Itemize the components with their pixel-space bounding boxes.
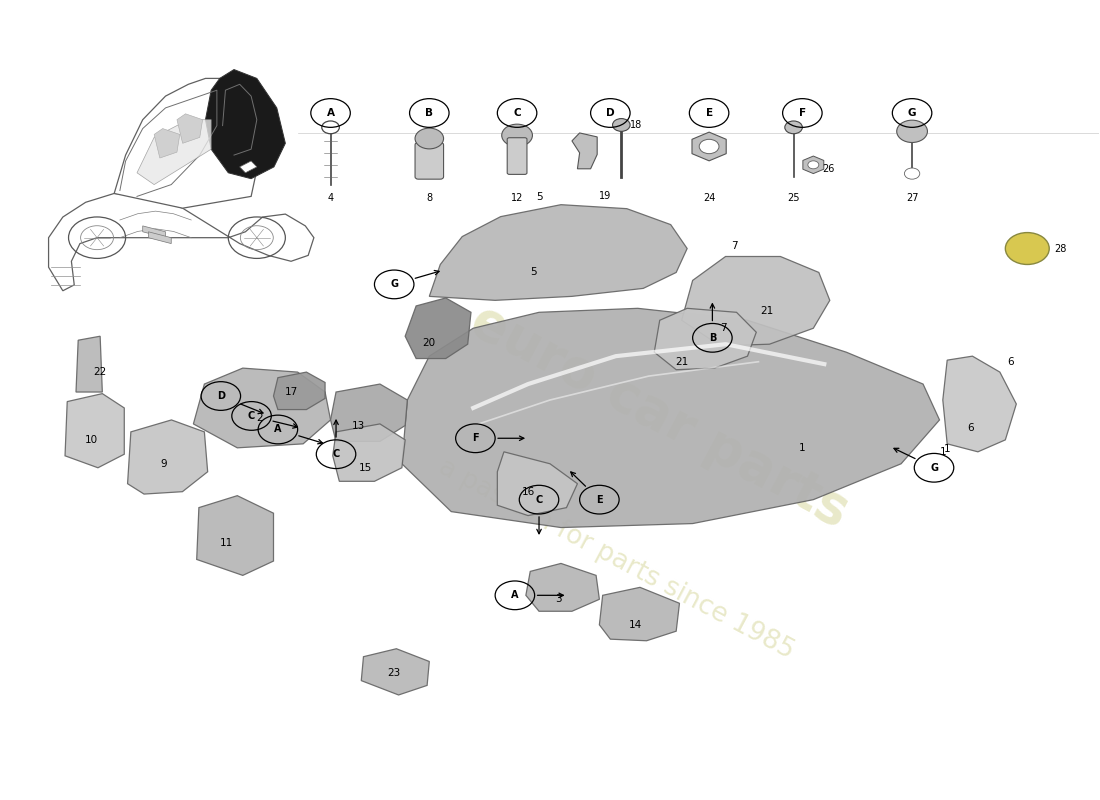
Text: B: B	[426, 108, 433, 118]
Polygon shape	[240, 161, 256, 173]
Polygon shape	[654, 308, 757, 370]
Text: 1: 1	[799, 443, 805, 453]
Text: 4: 4	[328, 193, 333, 202]
Text: A: A	[512, 590, 518, 600]
Text: 3: 3	[556, 594, 562, 604]
Circle shape	[784, 121, 802, 134]
Polygon shape	[331, 384, 407, 442]
Polygon shape	[332, 424, 405, 482]
Text: F: F	[472, 434, 478, 443]
Text: 12: 12	[510, 193, 524, 202]
Text: 6: 6	[967, 423, 974, 433]
Text: 25: 25	[788, 193, 800, 202]
FancyBboxPatch shape	[507, 138, 527, 174]
Text: 9: 9	[161, 458, 167, 469]
Text: G: G	[390, 279, 398, 290]
Text: a passion for parts since 1985: a passion for parts since 1985	[433, 454, 798, 665]
Circle shape	[807, 161, 818, 169]
Text: 22: 22	[94, 367, 107, 377]
Polygon shape	[197, 496, 274, 575]
Polygon shape	[114, 78, 263, 208]
Text: 1: 1	[944, 445, 950, 454]
Text: C: C	[536, 494, 542, 505]
Text: G: G	[930, 462, 938, 473]
Text: 20: 20	[422, 338, 436, 347]
Text: 18: 18	[630, 120, 642, 130]
Circle shape	[896, 120, 927, 142]
Polygon shape	[497, 452, 578, 515]
Text: 27: 27	[905, 193, 918, 202]
Text: A: A	[274, 425, 282, 434]
Polygon shape	[429, 205, 688, 300]
Polygon shape	[943, 356, 1016, 452]
Polygon shape	[148, 232, 172, 243]
Text: 24: 24	[703, 193, 715, 202]
Circle shape	[502, 124, 532, 146]
Polygon shape	[274, 372, 326, 410]
Polygon shape	[206, 70, 285, 178]
Text: 5: 5	[530, 267, 537, 278]
Text: B: B	[708, 333, 716, 343]
Polygon shape	[600, 587, 680, 641]
Polygon shape	[402, 308, 939, 527]
Text: 15: 15	[359, 462, 372, 473]
Text: euro car parts: euro car parts	[462, 294, 858, 538]
Text: G: G	[908, 108, 916, 118]
Circle shape	[415, 128, 443, 149]
Polygon shape	[682, 257, 829, 346]
Polygon shape	[405, 298, 471, 358]
Polygon shape	[572, 133, 597, 169]
Text: C: C	[248, 411, 255, 421]
Text: 21: 21	[675, 357, 689, 366]
Text: C: C	[514, 108, 521, 118]
Polygon shape	[803, 156, 824, 174]
Text: 5: 5	[536, 192, 542, 202]
Polygon shape	[76, 336, 102, 392]
Polygon shape	[177, 114, 202, 143]
Circle shape	[904, 168, 920, 179]
Text: 17: 17	[285, 387, 298, 397]
Text: C: C	[332, 450, 340, 459]
Text: 1: 1	[939, 447, 946, 457]
Text: 19: 19	[598, 191, 611, 201]
Polygon shape	[143, 226, 165, 238]
Polygon shape	[361, 649, 429, 695]
Text: 13: 13	[351, 421, 364, 430]
Text: A: A	[327, 108, 334, 118]
Polygon shape	[692, 132, 726, 161]
Text: 21: 21	[760, 306, 774, 316]
Text: E: E	[705, 108, 713, 118]
Text: 23: 23	[387, 668, 400, 678]
Polygon shape	[128, 420, 208, 494]
Circle shape	[322, 121, 339, 134]
Text: 14: 14	[629, 620, 642, 630]
Text: D: D	[217, 391, 224, 401]
Circle shape	[613, 118, 630, 131]
Polygon shape	[48, 194, 313, 290]
Polygon shape	[194, 368, 331, 448]
Text: 7: 7	[732, 241, 738, 251]
Text: D: D	[606, 108, 615, 118]
Polygon shape	[65, 394, 124, 468]
Text: 2: 2	[256, 413, 263, 422]
Circle shape	[700, 139, 719, 154]
Polygon shape	[154, 129, 179, 158]
Text: 10: 10	[85, 435, 98, 445]
Text: 16: 16	[521, 486, 535, 497]
Text: 8: 8	[426, 193, 432, 202]
Text: 7: 7	[720, 323, 727, 334]
Text: 26: 26	[822, 164, 835, 174]
Text: E: E	[596, 494, 603, 505]
FancyBboxPatch shape	[415, 142, 443, 179]
Text: 28: 28	[1055, 243, 1067, 254]
Text: 11: 11	[220, 538, 233, 549]
Text: F: F	[799, 108, 806, 118]
Polygon shape	[526, 563, 600, 611]
Circle shape	[1005, 233, 1049, 265]
Text: 6: 6	[1008, 357, 1014, 366]
Polygon shape	[138, 120, 211, 185]
